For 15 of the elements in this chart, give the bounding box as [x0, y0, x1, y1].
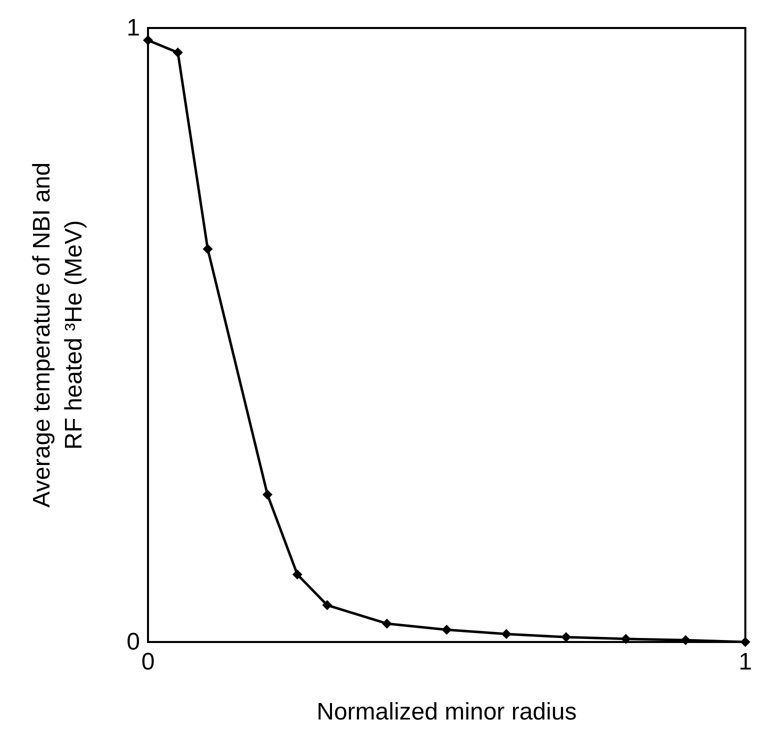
- point: [442, 624, 452, 635]
- point: [143, 35, 153, 46]
- point: [172, 48, 183, 58]
- point: [501, 629, 512, 640]
- point: [262, 490, 272, 500]
- point: [322, 600, 332, 610]
- point: [680, 635, 691, 646]
- point: [202, 244, 213, 254]
- point: [382, 618, 392, 629]
- y-axis-title: Average temperature of NBI and RF heated ³He (MeV): [28, 162, 88, 508]
- point: [561, 632, 572, 642]
- x-axis-title: Normalized minor radius: [316, 698, 577, 726]
- point: [740, 637, 750, 647]
- point: [292, 569, 302, 580]
- point: [620, 634, 631, 644]
